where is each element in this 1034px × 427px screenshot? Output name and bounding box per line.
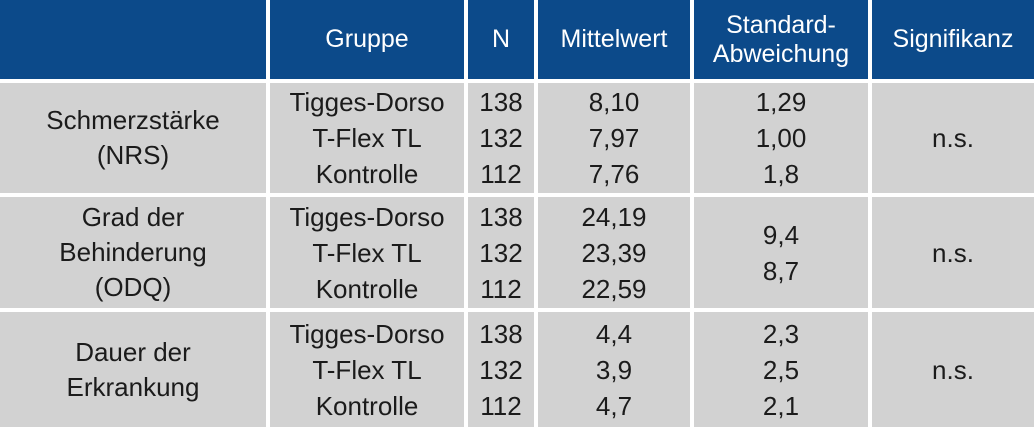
mittelwert-value: 7,97 [588, 123, 640, 153]
n-cell: 138 132 112 [468, 83, 534, 193]
standardabweichung-value: 2,1 [762, 390, 800, 421]
mittelwert-value: 23,39 [581, 237, 647, 268]
standardabweichung-cell: 9,4 8,7 [694, 197, 868, 308]
mittelwert-cell: 4,4 3,9 4,7 [538, 312, 690, 427]
header-cell-standardabweichung: Standard-Abweichung [694, 0, 868, 79]
standardabweichung-cell: 2,3 2,5 2,1 [694, 312, 868, 427]
header-cell-gruppe: Gruppe [270, 0, 464, 79]
standardabweichung-value: 9,4 [762, 219, 800, 250]
n-value: 132 [479, 123, 523, 153]
gruppe-value: Tigges-Dorso [289, 201, 445, 232]
standardabweichung-cell: 1,29 1,00 1,8 [694, 83, 868, 193]
signifikanz-cell: n.s. [872, 83, 1034, 193]
gruppe-value: T-Flex TL [312, 123, 422, 153]
mittelwert-value: 4,7 [595, 390, 633, 421]
standardabweichung-value: 2,5 [762, 354, 800, 385]
gruppe-value: T-Flex TL [312, 237, 422, 268]
group-label-behinderung: Grad der Behinderung (ODQ) [0, 197, 266, 308]
gruppe-value: Tigges-Dorso [289, 318, 445, 349]
n-value: 112 [480, 273, 522, 304]
n-value: 138 [479, 318, 523, 349]
mittelwert-value: 24,19 [581, 201, 647, 232]
signifikanz-cell: n.s. [872, 312, 1034, 427]
n-value: 132 [479, 237, 523, 268]
header-cell-mittelwert: Mittelwert [538, 0, 690, 79]
mittelwert-cell: 8,10 7,97 7,76 [538, 83, 690, 193]
gruppe-cell: Tigges-Dorso T-Flex TL Kontrolle [270, 83, 464, 193]
mittelwert-cell: 24,19 23,39 22,59 [538, 197, 690, 308]
gruppe-value: Tigges-Dorso [289, 87, 445, 117]
header-cell-n: N [468, 0, 534, 79]
gruppe-value: Kontrolle [315, 273, 419, 304]
header-cell-empty [0, 0, 266, 79]
n-value: 138 [479, 201, 523, 232]
n-value: 112 [480, 390, 522, 421]
standardabweichung-value: 1,8 [762, 159, 800, 189]
mittelwert-value: 7,76 [588, 159, 640, 189]
gruppe-value: T-Flex TL [312, 354, 422, 385]
signifikanz-cell: n.s. [872, 197, 1034, 308]
standardabweichung-value: 8,7 [762, 255, 800, 286]
n-cell: 138 132 112 [468, 197, 534, 308]
n-cell: 138 132 112 [468, 312, 534, 427]
group-label-line: Behinderung [59, 237, 207, 267]
gruppe-value: Kontrolle [315, 159, 419, 189]
mittelwert-value: 22,59 [581, 273, 647, 304]
header-cell-signifikanz: Signifikanz [872, 0, 1034, 79]
signifikanz-value: n.s. [932, 354, 974, 385]
gruppe-cell: Tigges-Dorso T-Flex TL Kontrolle [270, 197, 464, 308]
mittelwert-value: 8,10 [588, 87, 640, 117]
n-value: 132 [479, 354, 523, 385]
signifikanz-value: n.s. [932, 123, 974, 153]
signifikanz-value: n.s. [932, 237, 974, 268]
n-value: 112 [480, 159, 522, 189]
standardabweichung-value: 1,00 [755, 123, 807, 153]
gruppe-cell: Tigges-Dorso T-Flex TL Kontrolle [270, 312, 464, 427]
standardabweichung-value: 1,29 [755, 87, 807, 117]
n-value: 138 [479, 87, 523, 117]
group-label-line: Grad der [81, 202, 185, 232]
group-label-line: Erkrankung [66, 371, 200, 402]
group-label-schmerzstaerke: Schmerzstärke (NRS) [0, 83, 266, 193]
group-label-erkrankung: Dauer der Erkrankung [0, 312, 266, 427]
mittelwert-value: 4,4 [595, 318, 633, 349]
group-label-line: Dauer der [75, 336, 191, 367]
group-label-line: (NRS) [96, 140, 170, 170]
group-label-line: (ODQ) [94, 272, 172, 302]
gruppe-value: Kontrolle [315, 390, 419, 421]
mittelwert-value: 3,9 [595, 354, 633, 385]
group-label-line: Schmerzstärke [46, 105, 220, 135]
standardabweichung-value: 2,3 [762, 318, 800, 349]
